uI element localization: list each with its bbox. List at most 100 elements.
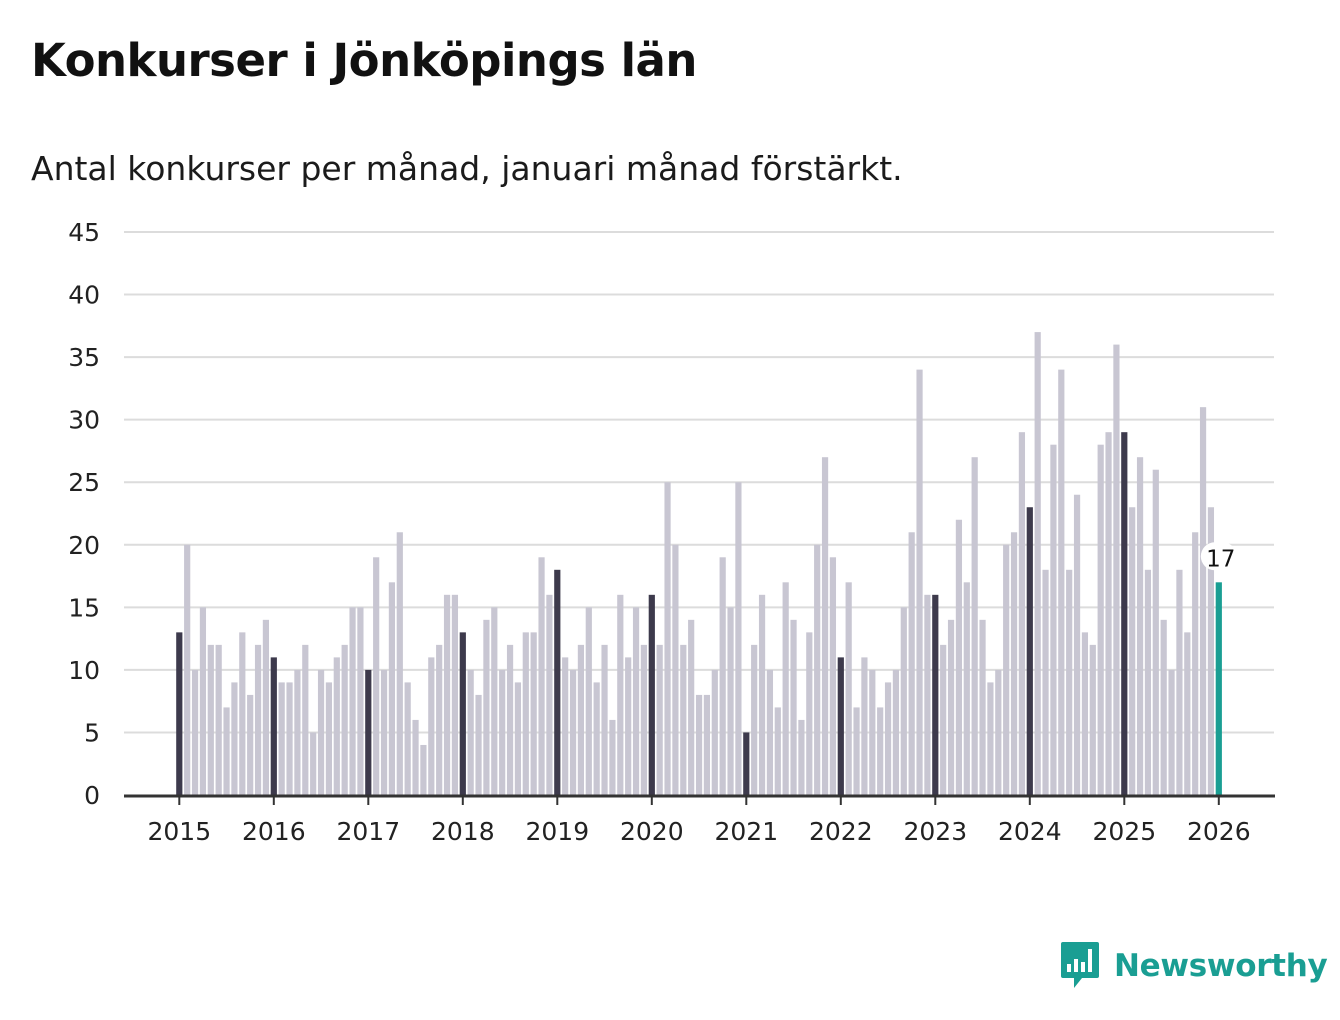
y-tick-label: 20 <box>68 531 100 560</box>
bar <box>884 682 892 795</box>
bar <box>987 682 994 795</box>
bar <box>483 619 490 795</box>
bar <box>892 669 900 795</box>
bar <box>404 682 411 795</box>
bar <box>1152 469 1159 795</box>
y-tick-label: 15 <box>68 593 100 622</box>
y-axis-tick-labels: 0 5 10 15 20 25 30 35 40 45 <box>68 218 100 810</box>
data-label-latest: 17 <box>1206 546 1235 572</box>
y-tick-label: 45 <box>68 218 100 247</box>
x-tick-label: 2021 <box>714 817 778 846</box>
bar <box>585 607 592 795</box>
bar <box>979 619 986 795</box>
bar <box>877 707 884 795</box>
bar <box>239 632 246 795</box>
bar <box>617 594 624 795</box>
x-tick-label: 2026 <box>1187 817 1251 846</box>
bar <box>294 669 301 795</box>
bar <box>1089 644 1096 795</box>
bar <box>640 644 648 795</box>
bar <box>766 669 774 795</box>
bar <box>1192 532 1199 795</box>
brand-name: Newsworthy <box>1114 948 1328 984</box>
x-axis-tick-labels: 2015 2016 2017 2018 2019 2020 2021 2022 2023 2024… <box>147 817 1250 846</box>
data-label-background <box>1200 542 1237 571</box>
bar <box>546 594 553 795</box>
bar <box>349 607 356 795</box>
bar <box>908 532 915 795</box>
bar <box>695 694 703 795</box>
bar <box>1144 569 1152 795</box>
bar <box>491 607 498 795</box>
bar <box>1042 569 1049 795</box>
bar <box>333 657 340 795</box>
bar <box>475 694 482 795</box>
bar <box>443 594 451 795</box>
bar <box>380 669 388 795</box>
bar <box>341 644 348 795</box>
bar <box>853 707 860 795</box>
bar <box>711 669 718 795</box>
bar <box>191 669 199 795</box>
y-tick-label: 25 <box>68 468 100 497</box>
bar <box>530 632 537 795</box>
bar <box>451 594 459 795</box>
bar <box>632 607 640 795</box>
bar <box>751 644 758 795</box>
bar <box>601 644 608 795</box>
bar <box>522 632 529 795</box>
bar <box>782 582 789 795</box>
bar <box>869 669 876 795</box>
data-labels: 17 <box>1200 542 1237 572</box>
x-tick-label: 2015 <box>147 817 211 846</box>
bar <box>924 594 931 795</box>
bar <box>184 544 191 795</box>
bar <box>562 657 569 795</box>
bar <box>1073 494 1081 795</box>
bar <box>207 644 214 795</box>
x-tick-label: 2016 <box>242 817 306 846</box>
y-tick-label: 35 <box>68 343 100 372</box>
bar <box>412 719 419 795</box>
bar <box>1184 632 1191 795</box>
x-axis <box>124 794 1275 805</box>
bar <box>420 744 427 795</box>
x-tick-label: 2020 <box>620 817 684 846</box>
bar <box>325 682 333 795</box>
bar <box>719 557 726 795</box>
bar <box>1136 457 1144 795</box>
bar <box>373 557 380 795</box>
bar <box>278 682 285 795</box>
bar <box>317 669 325 795</box>
y-tick-label: 0 <box>84 781 100 810</box>
bar <box>680 644 687 795</box>
bar <box>971 457 978 795</box>
bar <box>1018 432 1026 795</box>
bar <box>310 732 317 795</box>
bar <box>569 669 577 795</box>
bar <box>1113 344 1120 795</box>
bar <box>845 582 852 795</box>
bar <box>688 619 695 795</box>
brand-logo: Newsworthy <box>1060 940 1328 992</box>
bar <box>1160 619 1167 795</box>
bar <box>302 644 309 795</box>
y-tick-label: 10 <box>68 656 100 685</box>
x-tick-label: 2023 <box>903 817 967 846</box>
x-tick-label: 2017 <box>336 817 400 846</box>
bar <box>1058 369 1065 795</box>
bar <box>995 669 1002 795</box>
x-tick-label: 2024 <box>998 817 1062 846</box>
bar <box>396 532 403 795</box>
bar <box>656 644 663 795</box>
bar <box>1010 532 1018 795</box>
bar <box>727 607 734 795</box>
y-tick-label: 5 <box>84 718 100 747</box>
bar-january <box>837 657 844 795</box>
bar <box>829 557 837 795</box>
bar-january <box>365 669 372 795</box>
bar <box>900 607 907 795</box>
bar <box>1168 669 1175 795</box>
grid-lines <box>124 231 1274 734</box>
bar <box>703 694 711 795</box>
